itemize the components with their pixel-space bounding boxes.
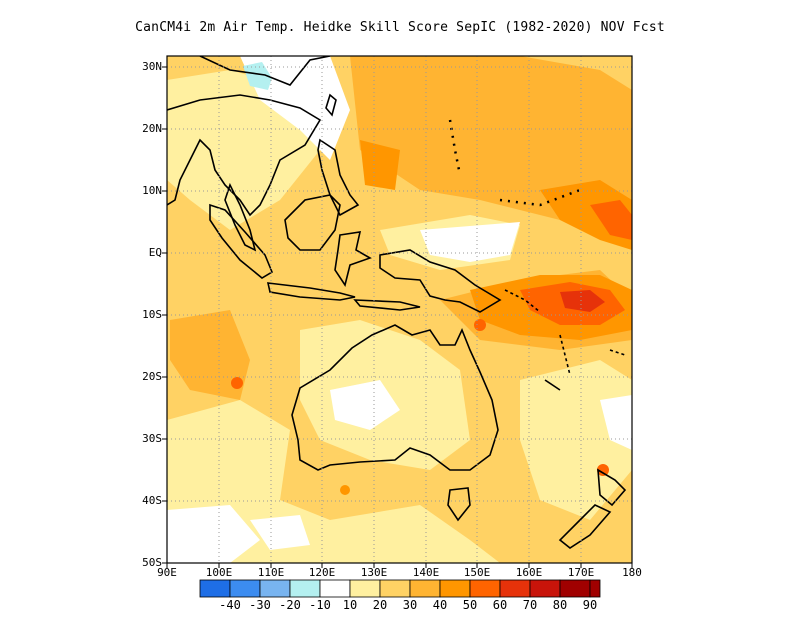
colorbar-label-10: 10 bbox=[342, 598, 358, 612]
malay-peninsula-coast bbox=[224, 182, 257, 252]
lon-label-110e: 110E bbox=[257, 566, 285, 579]
field-neutral-3 bbox=[167, 505, 260, 563]
colorbar-label-70: 70 bbox=[522, 598, 538, 612]
lat-label-10s: 10S bbox=[142, 308, 162, 321]
colorbar-swatch-10 bbox=[469, 579, 501, 598]
lon-label-140e: 140E bbox=[412, 566, 440, 579]
philippines-coast bbox=[317, 138, 360, 217]
lon-label-130e: 130E bbox=[360, 566, 388, 579]
java-coast bbox=[266, 282, 356, 301]
lon-label-160e: 160E bbox=[515, 566, 543, 579]
colorbar-label-80: 80 bbox=[552, 598, 568, 612]
china-coast-north bbox=[199, 56, 331, 86]
colorbar-swatch-12 bbox=[529, 579, 561, 598]
field-neutral-6 bbox=[250, 515, 310, 550]
field-neutral-2 bbox=[420, 222, 520, 262]
colorbar-label-m30: -30 bbox=[249, 598, 271, 612]
lon-label-120e: 120E bbox=[308, 566, 336, 579]
lat-label-10n: 10N bbox=[142, 184, 162, 197]
micronesia-islands bbox=[448, 119, 581, 207]
field-max-1 bbox=[560, 290, 605, 312]
colorbar-swatch-9 bbox=[439, 579, 471, 598]
fiji-islands bbox=[609, 349, 626, 356]
tasmania-coast bbox=[447, 487, 471, 522]
colorbar-swatch-2 bbox=[229, 579, 261, 598]
colorbar-label-m40: -40 bbox=[219, 598, 241, 612]
field-negative-1 bbox=[243, 62, 272, 90]
colorbar-label-60: 60 bbox=[492, 598, 508, 612]
colorbar-swatch-3 bbox=[259, 579, 291, 598]
field-spot-4 bbox=[597, 464, 609, 476]
colorbar-swatch-13 bbox=[559, 579, 591, 598]
chart-title: CanCM4i 2m Air Temp. Heidke Skill Score … bbox=[135, 20, 665, 35]
colorbar-swatch-11 bbox=[499, 579, 531, 598]
colorbar-swatch-1 bbox=[199, 579, 231, 598]
solomon-islands bbox=[504, 289, 541, 313]
colorbar-label-m20: -20 bbox=[279, 598, 301, 612]
sumatra-coast bbox=[209, 203, 274, 279]
axis-ticks bbox=[162, 66, 633, 568]
field-peak-2 bbox=[590, 200, 632, 240]
lat-label-eq: EQ bbox=[148, 246, 162, 259]
lat-label-30n: 30N bbox=[142, 60, 162, 73]
lat-label-40s: 40S bbox=[142, 494, 162, 507]
new-zealand-south bbox=[558, 504, 612, 549]
field-spot-3 bbox=[474, 319, 486, 331]
field-orange-3 bbox=[360, 140, 400, 190]
colorbar-label-90: 90 bbox=[582, 598, 598, 612]
field-spot-1 bbox=[231, 377, 243, 389]
colorbar-label-40: 40 bbox=[432, 598, 448, 612]
colorbar-label-50: 50 bbox=[462, 598, 478, 612]
coastlines bbox=[167, 56, 627, 549]
field-spot-2 bbox=[340, 485, 350, 495]
new-zealand-north bbox=[597, 468, 627, 507]
colorbar-swatch-8 bbox=[409, 579, 441, 598]
colorbar-swatch-4 bbox=[289, 579, 321, 598]
lat-label-20n: 20N bbox=[142, 122, 162, 135]
colorbar-swatch-7 bbox=[379, 579, 411, 598]
colorbar-label-20: 20 bbox=[372, 598, 388, 612]
lat-label-30s: 30S bbox=[142, 432, 162, 445]
colorbar-swatch-5 bbox=[319, 579, 351, 598]
australia-coast bbox=[291, 324, 499, 471]
field-higher-2 bbox=[170, 310, 250, 400]
colorbar-label-m10: -10 bbox=[309, 598, 331, 612]
colorbar-swatch-14 bbox=[589, 579, 601, 598]
field-neutral-4 bbox=[330, 380, 400, 430]
mainland-asia-coast bbox=[167, 94, 322, 217]
borneo-coast bbox=[284, 194, 341, 251]
vanuatu-islands bbox=[559, 334, 571, 376]
lesser-sunda-coast bbox=[353, 299, 421, 311]
taiwan-coast bbox=[325, 93, 337, 117]
colorbar-label-30: 30 bbox=[402, 598, 418, 612]
sulawesi-coast bbox=[334, 231, 372, 287]
field-neutral-5 bbox=[600, 395, 632, 450]
field-low-1 bbox=[167, 400, 500, 563]
lon-label-170e: 170E bbox=[567, 566, 595, 579]
map-frame bbox=[166, 55, 633, 564]
lon-label-150e: 150E bbox=[463, 566, 491, 579]
new-guinea-coast bbox=[379, 249, 502, 313]
gridlines bbox=[167, 56, 632, 563]
lon-label-90e: 90E bbox=[157, 566, 177, 579]
lat-label-50s: 50S bbox=[142, 556, 162, 569]
lon-label-180: 180 bbox=[622, 566, 642, 579]
lat-label-20s: 20S bbox=[142, 370, 162, 383]
colorbar-swatch-6 bbox=[349, 579, 381, 598]
lon-label-100e: 100E bbox=[205, 566, 233, 579]
new-caledonia bbox=[544, 379, 561, 391]
colorbar bbox=[199, 579, 601, 598]
